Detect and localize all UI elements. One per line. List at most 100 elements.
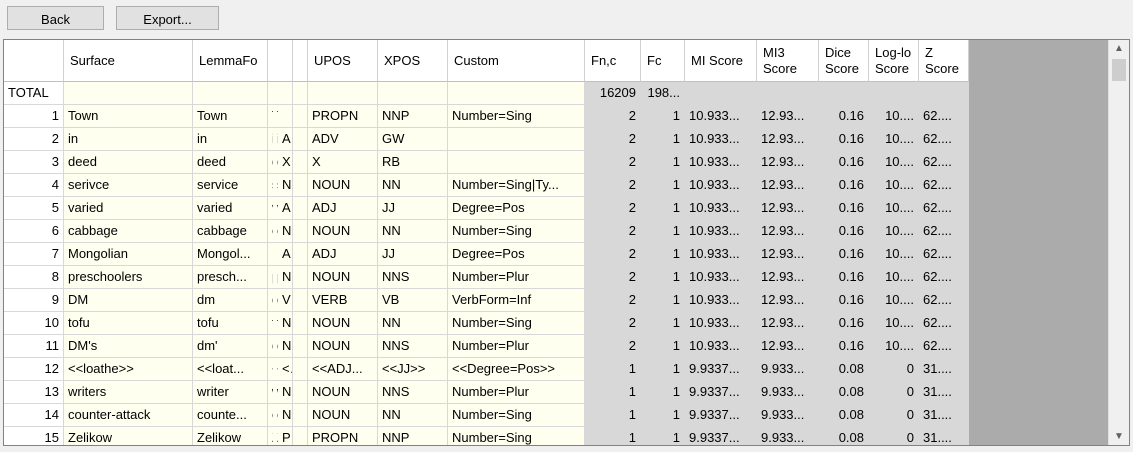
- cell-fnc: 2: [585, 335, 641, 358]
- cell-mi: 10.933...: [685, 266, 757, 289]
- total-cell-n3: [278, 82, 293, 105]
- table-row[interactable]: 11DM'sdm'ddNNOUNNNSNumber=Plur2110.933..…: [4, 335, 969, 358]
- cell-upos: X: [308, 151, 378, 174]
- table-row[interactable]: 7MongolianMongol...MMAADJJJDegree=Pos211…: [4, 243, 969, 266]
- cell-xpos: NN: [378, 174, 448, 197]
- table-row[interactable]: 1TownTownTTPROPNNNPNumber=Sing2110.933..…: [4, 105, 969, 128]
- table-row[interactable]: 14counter-attackcounte...ccNNOUNNNNumber…: [4, 404, 969, 427]
- cell-loglo: 10....: [869, 128, 919, 151]
- cell-fnc: 2: [585, 197, 641, 220]
- vertical-scrollbar[interactable]: ▲ ▼: [1108, 40, 1129, 445]
- column-header-fc[interactable]: Fc: [641, 40, 685, 82]
- cell-n3: A: [278, 197, 293, 220]
- cell-fc: 1: [641, 289, 685, 312]
- column-header-xpos[interactable]: XPOS: [378, 40, 448, 82]
- cell-surface: DM's: [64, 335, 193, 358]
- chevron-up-icon[interactable]: ▲: [1114, 43, 1124, 54]
- cell-n4: [293, 381, 308, 404]
- column-header-idx[interactable]: [4, 40, 64, 82]
- cell-fnc: 2: [585, 266, 641, 289]
- cell-custom: <<Degree=Pos>>: [448, 358, 585, 381]
- cell-fc: 1: [641, 174, 685, 197]
- cell-xpos: NNS: [378, 381, 448, 404]
- cell-lemma: deed: [193, 151, 268, 174]
- table-row[interactable]: 13writerswriterwwNNOUNNNSNumber=Plur119.…: [4, 381, 969, 404]
- column-header-loglo[interactable]: Log-lo Score: [869, 40, 919, 82]
- cell-idx: 15: [4, 427, 64, 445]
- table-row[interactable]: 6cabbagecabbageccNNOUNNNNumber=Sing2110.…: [4, 220, 969, 243]
- cell-fc: 1: [641, 335, 685, 358]
- scroll-thumb[interactable]: [1112, 59, 1126, 81]
- column-header-mi[interactable]: MI Score: [685, 40, 757, 82]
- cell-n4: [293, 151, 308, 174]
- cell-upos: NOUN: [308, 335, 378, 358]
- cell-custom: Number=Plur: [448, 335, 585, 358]
- cell-fc: 1: [641, 220, 685, 243]
- cell-n4: [293, 128, 308, 151]
- table-row[interactable]: 8preschoolerspresch...ppNNOUNNNSNumber=P…: [4, 266, 969, 289]
- export-button[interactable]: Export...: [116, 6, 219, 30]
- chevron-down-icon[interactable]: ▼: [1114, 431, 1124, 442]
- table-row[interactable]: 5variedvariedvvAADJJJDegree=Pos2110.933.…: [4, 197, 969, 220]
- column-header-n4[interactable]: [293, 40, 308, 82]
- cell-loglo: 0: [869, 358, 919, 381]
- cell-custom: Number=Plur: [448, 266, 585, 289]
- cell-xpos: NNP: [378, 427, 448, 445]
- column-header-n3[interactable]: [278, 40, 293, 82]
- cell-loglo: 10....: [869, 266, 919, 289]
- cell-mi3: 12.93...: [757, 151, 819, 174]
- cell-loglo: 0: [869, 404, 919, 427]
- cell-mi: 10.933...: [685, 151, 757, 174]
- cell-xpos: NNS: [378, 266, 448, 289]
- cell-xpos: NN: [378, 404, 448, 427]
- table-row[interactable]: 9DMdmddVVERBVBVerbForm=Inf2110.933...12.…: [4, 289, 969, 312]
- cell-fc: 1: [641, 427, 685, 445]
- column-header-dice[interactable]: Dice Score: [819, 40, 869, 82]
- total-cell-mi: [685, 82, 757, 105]
- cell-mi3: 12.93...: [757, 174, 819, 197]
- cell-fc: 1: [641, 128, 685, 151]
- cell-mi3: 12.93...: [757, 335, 819, 358]
- cell-upos: ADJ: [308, 243, 378, 266]
- column-header-upos[interactable]: UPOS: [308, 40, 378, 82]
- total-row[interactable]: TOTAL 16209 198...: [4, 82, 969, 105]
- table-row[interactable]: 10tofutofuttNNOUNNNNumber=Sing2110.933..…: [4, 312, 969, 335]
- cell-mi3: 9.933...: [757, 358, 819, 381]
- cell-mi: 10.933...: [685, 289, 757, 312]
- cell-upos: NOUN: [308, 312, 378, 335]
- cell-fnc: 2: [585, 312, 641, 335]
- table-row[interactable]: 4serivceservicessNNOUNNNNumber=Sing|Ty..…: [4, 174, 969, 197]
- cell-dice: 0.16: [819, 312, 869, 335]
- column-header-custom[interactable]: Custom: [448, 40, 585, 82]
- cell-fc: 1: [641, 312, 685, 335]
- total-cell-custom: [448, 82, 585, 105]
- cell-xpos: <<JJ>>: [378, 358, 448, 381]
- column-header-lemma[interactable]: LemmaFo: [193, 40, 268, 82]
- total-cell-loglo: [869, 82, 919, 105]
- table-row[interactable]: 2ininiiAADVGW2110.933...12.93...0.1610..…: [4, 128, 969, 151]
- cell-custom: Number=Sing|Ty...: [448, 174, 585, 197]
- cell-custom: [448, 128, 585, 151]
- cell-idx: 12: [4, 358, 64, 381]
- cell-fnc: 1: [585, 404, 641, 427]
- cell-mi3: 9.933...: [757, 404, 819, 427]
- column-header-fnc[interactable]: Fn,c: [585, 40, 641, 82]
- cell-surface: Zelikow: [64, 427, 193, 445]
- cell-z: 31....: [919, 358, 969, 381]
- cell-loglo: 10....: [869, 243, 919, 266]
- column-header-mi3[interactable]: MI3 Score: [757, 40, 819, 82]
- cell-n3: A: [278, 128, 293, 151]
- cell-surface: preschoolers: [64, 266, 193, 289]
- back-button[interactable]: Back: [7, 6, 104, 30]
- table-row[interactable]: 3deeddeedddXXRB2110.933...12.93...0.1610…: [4, 151, 969, 174]
- total-cell-xpos: [378, 82, 448, 105]
- column-header-z[interactable]: Z Score: [919, 40, 969, 82]
- table-row[interactable]: 12<<loathe>><<loat...<<<<<ADJ...<<JJ>><<…: [4, 358, 969, 381]
- cell-z: 31....: [919, 381, 969, 404]
- table-row[interactable]: 15ZelikowZelikowZZPPROPNNNPNumber=Sing11…: [4, 427, 969, 445]
- cell-surface: cabbage: [64, 220, 193, 243]
- cell-loglo: 10....: [869, 105, 919, 128]
- cell-dice: 0.16: [819, 174, 869, 197]
- column-header-surface[interactable]: Surface: [64, 40, 193, 82]
- cell-n4: [293, 174, 308, 197]
